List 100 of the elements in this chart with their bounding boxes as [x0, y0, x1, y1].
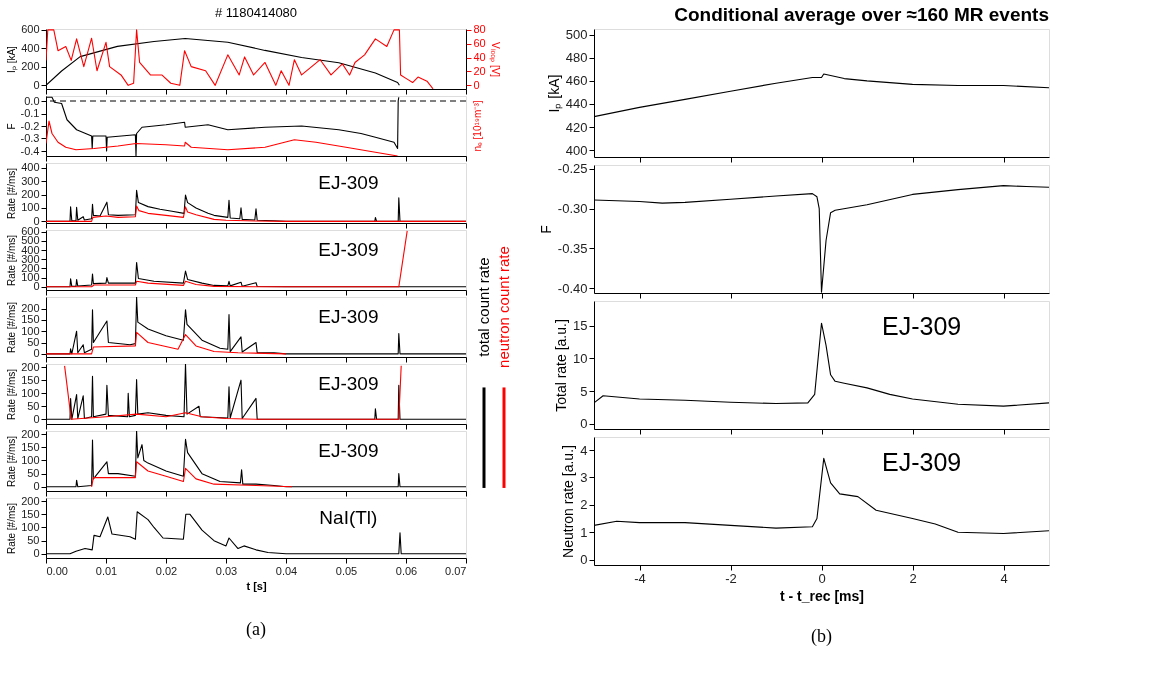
y-tick-label: 50 [27, 399, 40, 412]
y-tick-label: 0 [33, 214, 40, 227]
x-tick-label: 2 [909, 570, 917, 586]
y-tick-label: 2 [580, 497, 588, 513]
y2-tick-label: 60 [473, 37, 486, 50]
y-axis-title: F [5, 123, 17, 130]
line-series [46, 230, 408, 288]
y-tick-label: 400 [21, 161, 40, 174]
x-tick-label: 4 [1000, 570, 1008, 586]
annotation: EJ-309 [318, 439, 379, 461]
y-tick-label: 600 [21, 23, 40, 36]
x-tick-label: 0.04 [275, 564, 298, 577]
y-tick-label: 200 [21, 360, 40, 373]
y2-tick-label: 80 [473, 23, 486, 36]
y-tick-label: 50 [27, 534, 40, 547]
y-tick-label: 10 [573, 350, 588, 366]
y-tick-label: 500 [565, 27, 588, 43]
x-tick-label: 0.00 [46, 564, 68, 577]
y-tick-label: 200 [21, 60, 40, 73]
y-tick-label: 300 [21, 174, 40, 187]
y-tick-label: 100 [21, 453, 40, 466]
y-tick-label: 150 [21, 440, 40, 453]
line-series [91, 461, 293, 488]
text: total count rate [475, 257, 492, 357]
x-axis-title: t [s] [246, 579, 267, 592]
line-series [46, 120, 399, 156]
y-tick-label: 0 [580, 416, 588, 432]
y-axis-title: Rate [#/ms] [6, 502, 18, 555]
y-tick-label: 440 [565, 96, 588, 112]
line-series [46, 331, 287, 355]
y-axis-title: Rate [#/ms] [6, 368, 18, 421]
x-tick-label: -4 [634, 570, 646, 586]
y-tick-label: 150 [21, 313, 40, 326]
y-tick-label: 15 [573, 318, 588, 334]
y-tick-label: 100 [21, 324, 40, 337]
y-tick-label: 460 [565, 73, 588, 89]
annotation: EJ-309 [318, 238, 379, 260]
y-tick-label: 50 [27, 336, 40, 349]
y-axis-title: Rate [#/ms] [6, 301, 18, 354]
y-axis-title: Rate [#/ms] [6, 435, 18, 488]
y-tick-label: 100 [21, 520, 40, 533]
y-axis-title: Rate [#/ms] [6, 167, 18, 220]
y-axis-title: Iₚ [kA] [6, 45, 19, 73]
y2-tick-label: 0 [473, 78, 480, 91]
y-tick-label: -0.4 [20, 144, 40, 157]
y-tick-label: 100 [21, 201, 40, 214]
text: (a) [246, 619, 266, 640]
y-tick-label: 50 [27, 467, 40, 480]
text: (b) [811, 626, 832, 647]
y-tick-label: -0.30 [557, 201, 588, 217]
y-axis-title: Total rate [a.u.] [553, 319, 570, 412]
y-tick-label: -0.3 [20, 132, 40, 144]
y-axis-title: Rate [#/ms] [6, 234, 18, 287]
chart-title: Conditional average over ≈160 MR events [674, 3, 1049, 25]
annotation: EJ-309 [318, 372, 379, 394]
x-tick-label: 0.06 [395, 564, 418, 577]
y-axis-title: Neutron rate [a.u.] [560, 445, 577, 558]
annotation: EJ-309 [881, 447, 962, 476]
y-tick-label: 0 [33, 480, 40, 493]
x-tick-label: 0.02 [155, 564, 178, 577]
y-tick-label: 100 [21, 386, 40, 399]
y-tick-label: 5 [580, 383, 588, 399]
y-tick-label: -0.1 [20, 107, 40, 119]
annotation: EJ-309 [318, 171, 379, 193]
y2-tick-label: 20 [473, 64, 486, 77]
y-tick-label: 400 [21, 41, 40, 54]
x-tick-label: 0.01 [95, 564, 118, 577]
x-axis-title: t - t_rec [ms] [779, 587, 865, 604]
y-tick-label: 200 [21, 427, 40, 440]
x-tick-label: 0.05 [335, 564, 358, 577]
y-axis-title: F [537, 225, 554, 234]
text: neutron count rate [495, 246, 512, 368]
y2-axis-title: Vₗₒₒₚ [V] [488, 41, 501, 78]
y-tick-label: -0.25 [557, 161, 588, 177]
y-tick-label: -0.40 [557, 280, 588, 296]
y-tick-label: 3 [580, 469, 588, 485]
y-tick-label: 0 [33, 412, 40, 425]
y-tick-label: 480 [565, 50, 588, 66]
y-tick-label: 0 [33, 78, 40, 91]
annotation: NaI(Tl) [319, 506, 378, 528]
annotation: EJ-309 [881, 311, 962, 340]
y2-axis-title: nₑ [10¹⁹m⁻³] [472, 100, 483, 152]
x-tick-label: 0.03 [215, 564, 238, 577]
y-tick-label: 200 [21, 302, 40, 315]
y-tick-label: 150 [21, 373, 40, 386]
y2-tick-label: 40 [473, 51, 486, 64]
y-tick-label: -0.2 [20, 119, 40, 132]
line-series [64, 365, 402, 420]
y-tick-label: 1 [580, 524, 588, 540]
x-tick-label: 0.07 [445, 564, 467, 577]
y-tick-label: 150 [21, 507, 40, 520]
y-tick-label: 0 [33, 347, 40, 360]
y-axis-title: Iₚ [kA] [545, 74, 563, 113]
y-tick-label: 0 [33, 547, 40, 560]
y-tick-label: -0.35 [557, 240, 588, 256]
x-tick-label: -2 [725, 570, 737, 586]
chart-title: # 1180414080 [214, 4, 298, 20]
y-tick-label: 200 [21, 188, 40, 201]
x-tick-label: 0 [818, 570, 826, 586]
y-tick-label: 420 [565, 119, 588, 135]
